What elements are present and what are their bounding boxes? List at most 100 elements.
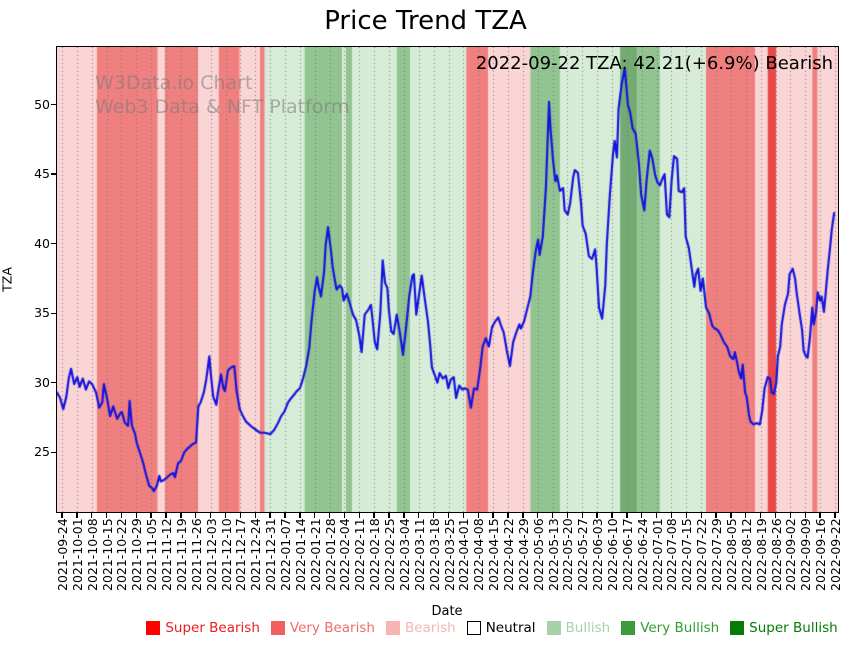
x-tick-label: 2021-12-24 (248, 518, 264, 591)
legend-item-bearish: Bearish (385, 620, 456, 636)
legend-item-bullish: Bullish (546, 620, 611, 636)
x-tick-label: 2021-12-31 (263, 518, 279, 591)
legend-label: Bullish (565, 620, 611, 636)
legend-swatch-icon (385, 621, 400, 635)
watermark-line1: W3Data.io Chart (95, 72, 253, 94)
legend: Super Bearish Very Bearish Bearish Neutral B… (0, 620, 851, 636)
x-tick-label: 2022-01-14 (292, 518, 308, 591)
x-tick-mark (91, 512, 93, 518)
x-axis-label: Date (431, 604, 463, 619)
x-tick-mark (745, 512, 747, 518)
x-tick-mark (299, 512, 301, 518)
legend-label: Bearish (404, 620, 456, 636)
x-tick-label: 2022-08-05 (723, 518, 739, 591)
legend-swatch-icon (730, 621, 745, 635)
x-tick-label: 2022-04-01 (456, 518, 472, 591)
legend-swatch-icon (466, 621, 481, 635)
x-tick-mark (566, 512, 569, 518)
x-tick-mark (670, 512, 673, 518)
x-tick-label: 2022-07-15 (679, 518, 695, 591)
y-tick-label: 40 (34, 235, 50, 251)
watermark-line2: Web3 Data & NFT Platform (95, 96, 350, 118)
x-tick-mark (626, 512, 628, 518)
y-tick-label: 45 (34, 166, 50, 182)
x-tick-mark (611, 512, 613, 518)
legend-item-super-bullish: Super Bullish (730, 620, 838, 636)
x-tick-mark (358, 512, 360, 518)
legend-label: Very Bearish (289, 620, 375, 636)
x-tick-mark (403, 512, 405, 518)
x-tick-mark (536, 512, 539, 518)
x-tick-mark (105, 512, 108, 518)
y-tick-mark (51, 173, 57, 175)
x-tick-label: 2022-05-20 (560, 518, 576, 591)
x-tick-label: 2021-10-01 (69, 518, 85, 591)
legend-label: Super Bearish (165, 620, 260, 636)
x-tick-mark (195, 512, 197, 518)
x-tick-label: 2022-07-29 (709, 518, 725, 591)
x-tick-mark (165, 512, 167, 518)
x-tick-mark (759, 512, 762, 518)
x-tick-mark (447, 512, 450, 518)
x-tick-label: 2022-03-11 (411, 518, 427, 591)
x-tick-mark (373, 512, 375, 518)
y-tick-mark (51, 451, 57, 453)
x-tick-label: 2022-04-15 (486, 518, 502, 591)
x-tick-mark (224, 512, 227, 518)
x-tick-label: 2022-07-22 (694, 518, 710, 591)
x-tick-mark (150, 512, 152, 518)
x-tick-label: 2021-11-26 (188, 518, 204, 591)
x-tick-mark (239, 512, 242, 518)
chart-title: Price Trend TZA (324, 6, 527, 36)
x-tick-label: 2022-09-02 (783, 518, 799, 591)
x-tick-mark (789, 512, 792, 518)
x-tick-label: 2022-06-03 (590, 518, 606, 591)
x-tick-label: 2022-09-16 (813, 518, 829, 591)
x-tick-label: 2022-08-12 (738, 518, 754, 591)
x-tick-label: 2022-04-08 (471, 518, 487, 591)
x-tick-label: 2022-02-25 (382, 518, 398, 591)
y-axis-label: TZA (0, 267, 15, 292)
x-tick-label: 2021-11-19 (173, 518, 189, 591)
x-tick-mark (61, 512, 63, 518)
legend-swatch-icon (146, 621, 161, 635)
x-tick-label: 2022-05-13 (545, 518, 561, 591)
x-tick-label: 2022-06-10 (605, 518, 621, 591)
x-tick-mark (700, 512, 702, 518)
plot-border (56, 46, 839, 513)
x-tick-mark (328, 512, 331, 518)
x-tick-mark (462, 512, 465, 518)
x-tick-label: 2022-05-06 (530, 518, 546, 591)
y-tick-mark (51, 382, 57, 384)
y-tick-label: 50 (34, 96, 50, 112)
x-tick-mark (180, 512, 182, 518)
legend-item-super-bearish: Super Bearish (146, 620, 260, 636)
x-tick-label: 2021-10-29 (129, 518, 145, 591)
x-tick-label: 2021-11-12 (159, 518, 175, 591)
x-tick-label: 2022-04-29 (515, 518, 531, 591)
x-tick-mark (418, 512, 420, 518)
x-tick-label: 2022-09-09 (798, 518, 814, 591)
x-tick-label: 2022-03-25 (441, 518, 457, 591)
x-tick-mark (135, 512, 138, 518)
y-tick-mark (51, 312, 57, 314)
x-tick-mark (209, 512, 212, 518)
x-tick-label: 2021-10-08 (84, 518, 100, 591)
x-tick-label: 2022-03-18 (426, 518, 442, 591)
legend-label: Very Bullish (640, 620, 720, 636)
y-tick-label: 30 (34, 374, 50, 390)
x-tick-label: 2021-10-15 (99, 518, 115, 591)
x-tick-label: 2022-02-18 (367, 518, 383, 591)
legend-item-very-bearish: Very Bearish (270, 620, 375, 636)
x-tick-mark (120, 512, 123, 518)
x-tick-mark (507, 512, 509, 518)
x-tick-label: 2021-12-03 (203, 518, 219, 591)
x-tick-label: 2022-06-17 (619, 518, 635, 591)
x-tick-mark (76, 512, 78, 518)
x-tick-mark (641, 512, 643, 518)
latest-value-annotation: 2022-09-22 TZA: 42.21(+6.9%) Bearish (475, 53, 833, 74)
x-tick-label: 2022-07-01 (649, 518, 665, 591)
legend-item-very-bullish: Very Bullish (621, 620, 719, 636)
x-tick-mark (581, 512, 583, 518)
legend-swatch-icon (270, 621, 285, 635)
